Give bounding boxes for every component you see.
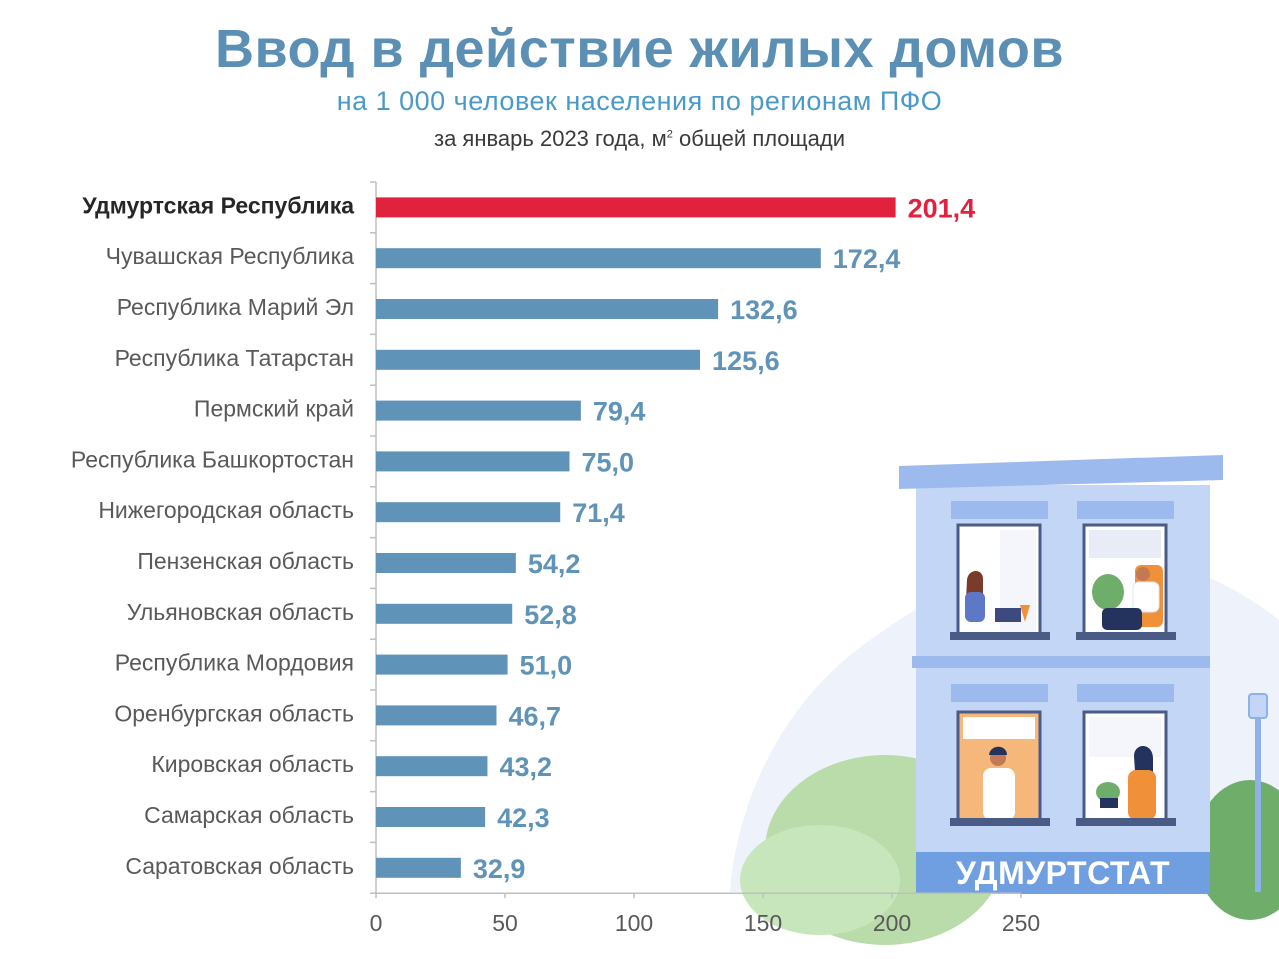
window-sill-top-left bbox=[951, 501, 1048, 519]
value-label: 32,9 bbox=[473, 854, 526, 884]
bar bbox=[376, 197, 896, 218]
x-tick-label: 100 bbox=[615, 910, 653, 936]
value-label: 172,4 bbox=[833, 244, 901, 274]
x-tick-label: 200 bbox=[873, 910, 911, 936]
bar bbox=[376, 553, 516, 573]
lamp-head bbox=[1248, 693, 1268, 719]
bar bbox=[376, 603, 513, 624]
window-3-blinds bbox=[963, 717, 1035, 739]
units-note-prefix: за январь 2023 года, м bbox=[433, 126, 667, 151]
value-label: 42,3 bbox=[497, 803, 550, 833]
window-3-sill bbox=[950, 818, 1050, 826]
person-1-body bbox=[965, 592, 985, 622]
x-tick-label: 250 bbox=[1002, 910, 1040, 936]
window-4-sill bbox=[1076, 818, 1176, 826]
window-2-blinds bbox=[1089, 530, 1161, 558]
category-label: Республика Мордовия bbox=[115, 650, 354, 676]
person-3-hair bbox=[989, 746, 1007, 755]
value-label: 54,2 bbox=[528, 549, 581, 579]
x-tick-label: 0 bbox=[370, 910, 383, 936]
bar bbox=[376, 451, 570, 472]
category-label: Самарская область bbox=[144, 802, 354, 828]
plant-4 bbox=[1096, 782, 1120, 802]
building-ledge bbox=[912, 656, 1210, 668]
category-label: Ульяновская область bbox=[127, 599, 354, 625]
person-2-legs bbox=[1102, 608, 1142, 630]
category-label: Республика Башкортостан bbox=[71, 446, 354, 472]
value-label: 132,6 bbox=[730, 295, 798, 325]
window-sill-top-right bbox=[1077, 501, 1174, 519]
axis-layer: 0 50 100 150 200 250 bbox=[370, 181, 1040, 936]
value-label: 71,4 bbox=[572, 498, 625, 528]
person-3-body bbox=[983, 768, 1015, 820]
units-note-suffix: общей площади bbox=[672, 126, 846, 151]
category-label: Нижегородская область bbox=[98, 497, 354, 523]
value-label: 79,4 bbox=[593, 397, 646, 427]
person-2-head bbox=[1136, 567, 1150, 581]
value-label: 51,0 bbox=[520, 651, 573, 681]
category-label: Республика Марий Эл bbox=[117, 294, 354, 320]
window-2-sill bbox=[1076, 632, 1176, 640]
bar bbox=[376, 349, 701, 370]
value-label: 46,7 bbox=[508, 701, 561, 731]
value-label: 201,4 bbox=[908, 193, 976, 223]
person-4-body bbox=[1128, 770, 1156, 820]
bar bbox=[376, 756, 488, 777]
value-label: 75,0 bbox=[582, 447, 635, 477]
category-label: Удмуртская Республика bbox=[82, 192, 354, 218]
bar bbox=[376, 400, 581, 421]
units-note-superscript: 2 bbox=[666, 128, 673, 141]
person-2-body bbox=[1132, 581, 1160, 613]
bar bbox=[376, 248, 821, 269]
x-tick-label: 150 bbox=[744, 910, 782, 936]
bar bbox=[376, 857, 461, 878]
lamp-post bbox=[1255, 710, 1261, 892]
window-sill-bottom-right bbox=[1077, 684, 1174, 702]
category-label: Кировская область bbox=[151, 751, 354, 777]
plant-2 bbox=[1092, 574, 1124, 610]
page-subtitle: на 1 000 человек населения по регионам П… bbox=[336, 86, 943, 116]
units-note: за январь 2023 года, м2 общей площади bbox=[0, 126, 1279, 152]
page-title: Ввод в действие жилых домов bbox=[214, 19, 1065, 79]
plant-4-pot bbox=[1100, 798, 1118, 808]
laptop-1 bbox=[995, 608, 1021, 622]
bars-layer bbox=[376, 197, 896, 878]
category-label: Пензенская область bbox=[137, 548, 354, 574]
window-1-sill bbox=[950, 632, 1050, 640]
category-label: Оренбургская область bbox=[114, 700, 354, 726]
bar bbox=[376, 654, 508, 675]
x-tick-label: 50 bbox=[492, 910, 518, 936]
category-label: Республика Татарстан bbox=[115, 345, 354, 371]
bar bbox=[376, 502, 561, 523]
bar bbox=[376, 807, 486, 827]
category-label: Саратовская область bbox=[125, 853, 354, 879]
building-roof bbox=[899, 455, 1223, 489]
bar bbox=[376, 299, 719, 319]
category-label: Пермский край bbox=[194, 396, 354, 422]
decor-dot bbox=[881, 596, 891, 606]
category-label: Чувашская Республика bbox=[106, 243, 355, 269]
labels-layer: Удмуртская Республика 201,4 Чувашская Респ… bbox=[71, 192, 975, 883]
lamp-1 bbox=[1020, 605, 1030, 622]
brand-logo-text: УДМУРТСТАТ bbox=[916, 852, 1210, 894]
bush-left-2 bbox=[740, 825, 900, 935]
value-label: 43,2 bbox=[499, 752, 552, 782]
value-label: 125,6 bbox=[712, 346, 780, 376]
window-sill-bottom-left bbox=[951, 684, 1048, 702]
value-label: 52,8 bbox=[524, 600, 577, 630]
bar bbox=[376, 705, 497, 726]
